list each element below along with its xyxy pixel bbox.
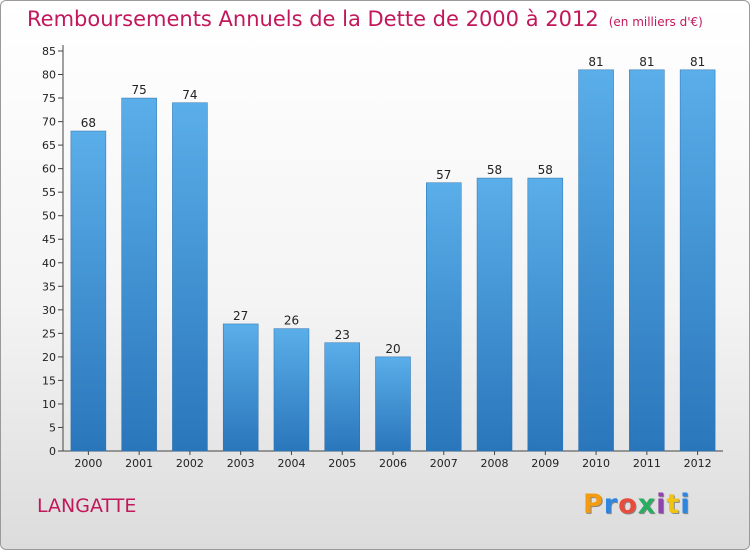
y-tick-label: 60 bbox=[42, 163, 56, 176]
y-tick-label: 25 bbox=[42, 327, 56, 340]
logo-letter: P bbox=[583, 489, 604, 520]
x-tick-label-2012: 2012 bbox=[684, 457, 712, 470]
x-tick-label-2008: 2008 bbox=[481, 457, 509, 470]
bar-2000 bbox=[70, 130, 107, 452]
value-label-2006: 20 bbox=[385, 342, 400, 356]
y-tick-label: 5 bbox=[49, 421, 56, 434]
y-tick-label: 65 bbox=[42, 139, 56, 152]
x-tick-label-2006: 2006 bbox=[379, 457, 407, 470]
y-tick-label: 10 bbox=[42, 398, 56, 411]
value-label-2005: 23 bbox=[335, 328, 350, 342]
chart-title-text: Remboursements Annuels de la Dette de 20… bbox=[27, 7, 599, 31]
value-label-2012: 81 bbox=[690, 55, 705, 69]
chart-title: Remboursements Annuels de la Dette de 20… bbox=[27, 7, 703, 31]
value-label-2000: 68 bbox=[81, 116, 96, 130]
x-tick-label-2007: 2007 bbox=[430, 457, 458, 470]
value-label-2001: 75 bbox=[132, 83, 147, 97]
y-tick-label: 70 bbox=[42, 116, 56, 129]
y-tick-label: 30 bbox=[42, 304, 56, 317]
bar-2004 bbox=[273, 328, 310, 452]
value-label-2011: 81 bbox=[639, 55, 654, 69]
axes: 0 5 10 15 20 25 30 35 40 45 50 55 60 65 70 75 80 85 2000 20… bbox=[42, 45, 723, 470]
value-label-2004: 26 bbox=[284, 314, 299, 328]
y-tick-label: 75 bbox=[42, 92, 56, 105]
y-tick-label: 50 bbox=[42, 210, 56, 223]
bar-2010 bbox=[578, 69, 614, 452]
x-tick-label-2000: 2000 bbox=[74, 457, 102, 470]
value-label-2009: 58 bbox=[538, 163, 553, 177]
bars: 68 75 74 27 26 23 20 57 58 58 81 81 81 bbox=[70, 55, 716, 452]
x-tick-label-2001: 2001 bbox=[125, 457, 153, 470]
x-tick-label-2010: 2010 bbox=[582, 457, 610, 470]
proxiti-logo[interactable]: Proxiti bbox=[583, 489, 691, 520]
bar-2005 bbox=[324, 342, 360, 452]
logo-letter: r bbox=[603, 489, 619, 520]
bar-2011 bbox=[629, 69, 665, 452]
chart-unit: (en milliers d'€) bbox=[608, 15, 703, 29]
logo-letter: x bbox=[637, 489, 657, 520]
y-tick-label: 85 bbox=[42, 45, 56, 58]
bar-2012 bbox=[679, 69, 716, 452]
x-tick-label-2009: 2009 bbox=[531, 457, 559, 470]
bar-2001 bbox=[121, 97, 157, 452]
logo-letter: i bbox=[680, 489, 691, 520]
y-tick-label: 20 bbox=[42, 351, 56, 364]
value-label-2002: 74 bbox=[182, 88, 197, 102]
logo-letter: i bbox=[656, 489, 667, 520]
y-tick-label: 15 bbox=[42, 374, 56, 387]
value-label-2003: 27 bbox=[233, 309, 248, 323]
logo-letter: o bbox=[618, 489, 638, 520]
bar-2009 bbox=[527, 177, 564, 452]
bar-2002 bbox=[172, 102, 208, 452]
x-tick-label-2011: 2011 bbox=[633, 457, 661, 470]
bar-2008 bbox=[476, 177, 513, 452]
x-tick-label-2004: 2004 bbox=[277, 457, 305, 470]
bar-2007 bbox=[426, 182, 462, 452]
y-tick-label: 55 bbox=[42, 186, 56, 199]
bar-2006 bbox=[375, 356, 411, 452]
value-label-2007: 57 bbox=[436, 168, 451, 182]
bar-2003 bbox=[222, 323, 259, 452]
x-tick-label-2002: 2002 bbox=[176, 457, 204, 470]
y-tick-label: 0 bbox=[49, 445, 56, 458]
value-label-2008: 58 bbox=[487, 163, 502, 177]
x-tick-label-2003: 2003 bbox=[227, 457, 255, 470]
y-tick-label: 45 bbox=[42, 233, 56, 246]
y-tick-label: 40 bbox=[42, 257, 56, 270]
y-tick-label: 35 bbox=[42, 280, 56, 293]
y-tick-label: 80 bbox=[42, 69, 56, 82]
x-tick-label-2005: 2005 bbox=[328, 457, 356, 470]
value-label-2010: 81 bbox=[588, 55, 603, 69]
commune-name: LANGATTE bbox=[37, 495, 137, 517]
logo-letter: t bbox=[666, 489, 681, 520]
